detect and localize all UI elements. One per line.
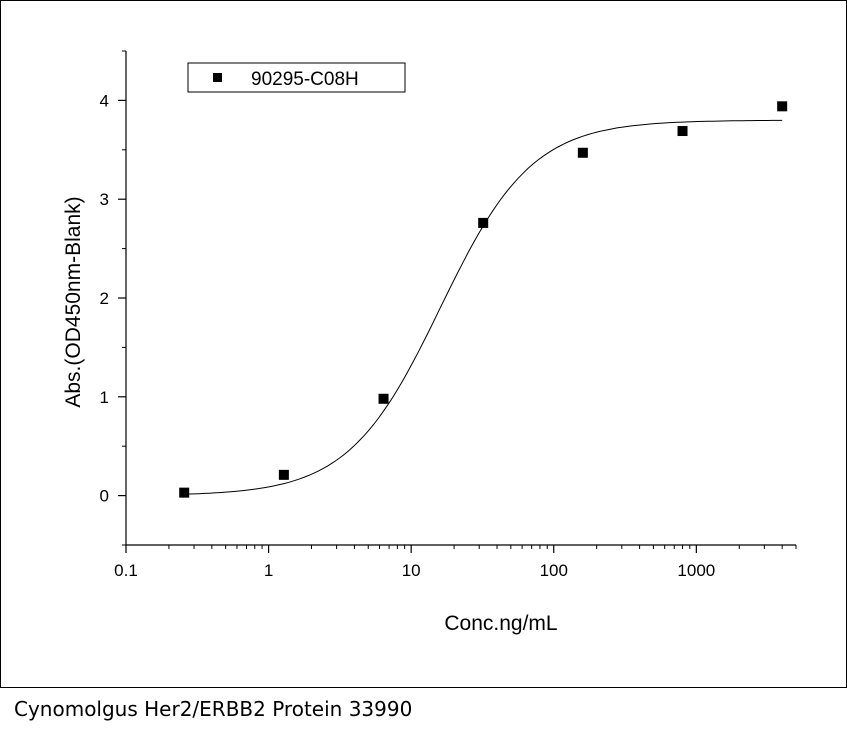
x-tick-label: 100 bbox=[540, 561, 568, 580]
data-point bbox=[677, 126, 688, 137]
data-point bbox=[577, 147, 588, 158]
y-tick-label: 0 bbox=[100, 487, 109, 506]
legend-marker bbox=[213, 73, 222, 82]
y-tick-label: 2 bbox=[100, 289, 109, 308]
y-axis-label: Abs.(OD450nm-Blank) bbox=[62, 196, 85, 407]
y-tick-label: 3 bbox=[100, 190, 109, 209]
legend-label: 90295-C08H bbox=[251, 69, 359, 90]
x-tick-label: 10 bbox=[402, 561, 421, 580]
figure-caption: Cynomolgus Her2/ERBB2 Protein 33990 bbox=[14, 697, 413, 721]
legend-box bbox=[187, 62, 406, 93]
x-tick-label: 1 bbox=[264, 561, 273, 580]
chart-svg: 0 1 2 3 4 0.1 1 10 100 1000 Conc.ng/mL Abs.(OD450nm… bbox=[62, 50, 797, 635]
fit-curve bbox=[184, 119, 783, 495]
y-tick-label: 1 bbox=[100, 388, 109, 407]
y-tick-label: 4 bbox=[100, 91, 109, 110]
data-point bbox=[777, 101, 788, 112]
x-tick-label: 1000 bbox=[677, 561, 715, 580]
data-point bbox=[478, 217, 489, 228]
data-point bbox=[179, 487, 190, 498]
data-point bbox=[278, 469, 289, 480]
x-axis-label: Conc.ng/mL bbox=[444, 612, 557, 635]
data-point bbox=[378, 393, 389, 404]
chart-frame: 0 1 2 3 4 0.1 1 10 100 1000 Conc.ng/mL Abs.(OD450nm… bbox=[0, 0, 847, 688]
x-tick-label: 0.1 bbox=[114, 561, 138, 580]
